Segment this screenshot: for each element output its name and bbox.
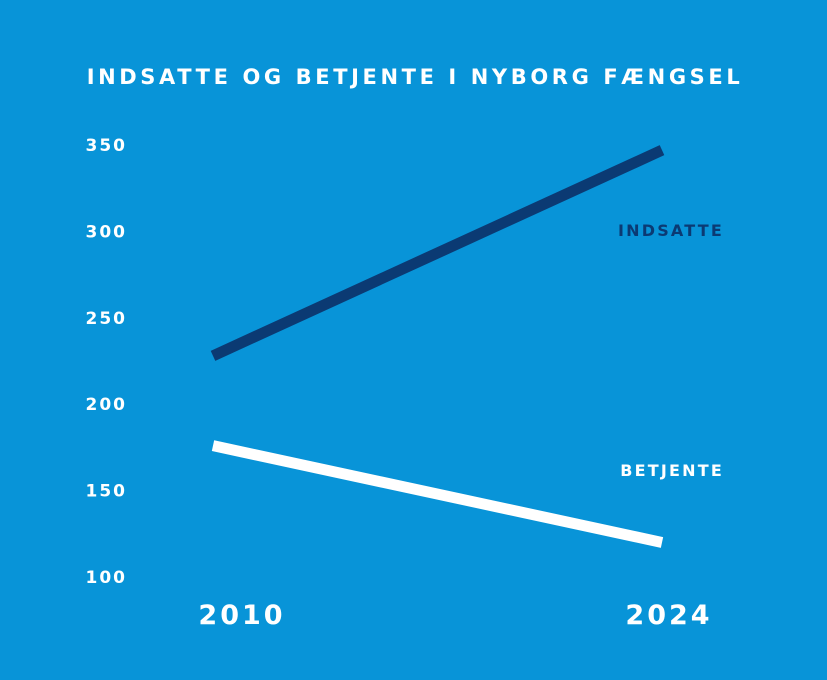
series-label-indsatte: INDSATTE [618, 221, 724, 240]
series-label-betjente: BETJENTE [620, 461, 724, 480]
y-tick-label: 150 [86, 482, 128, 502]
series-lines [210, 145, 665, 548]
x-axis-ticks: 2010 2024 [198, 600, 712, 631]
series-line-indsatte [210, 145, 665, 361]
y-tick-label: 200 [86, 395, 128, 415]
x-tick-label: 2010 [198, 600, 285, 631]
chart-title: INDSATTE OG BETJENTE I NYBORG FÆNGSEL [87, 65, 744, 89]
y-tick-label: 250 [86, 309, 128, 329]
x-tick-label: 2024 [625, 600, 712, 631]
y-tick-label: 300 [86, 222, 128, 242]
series-labels: INDSATTE BETJENTE [618, 221, 724, 480]
y-tick-label: 100 [86, 568, 128, 588]
y-axis-ticks: 350 300 250 200 150 100 [86, 136, 128, 588]
series-line-betjente [211, 440, 664, 548]
y-tick-label: 350 [86, 136, 128, 156]
